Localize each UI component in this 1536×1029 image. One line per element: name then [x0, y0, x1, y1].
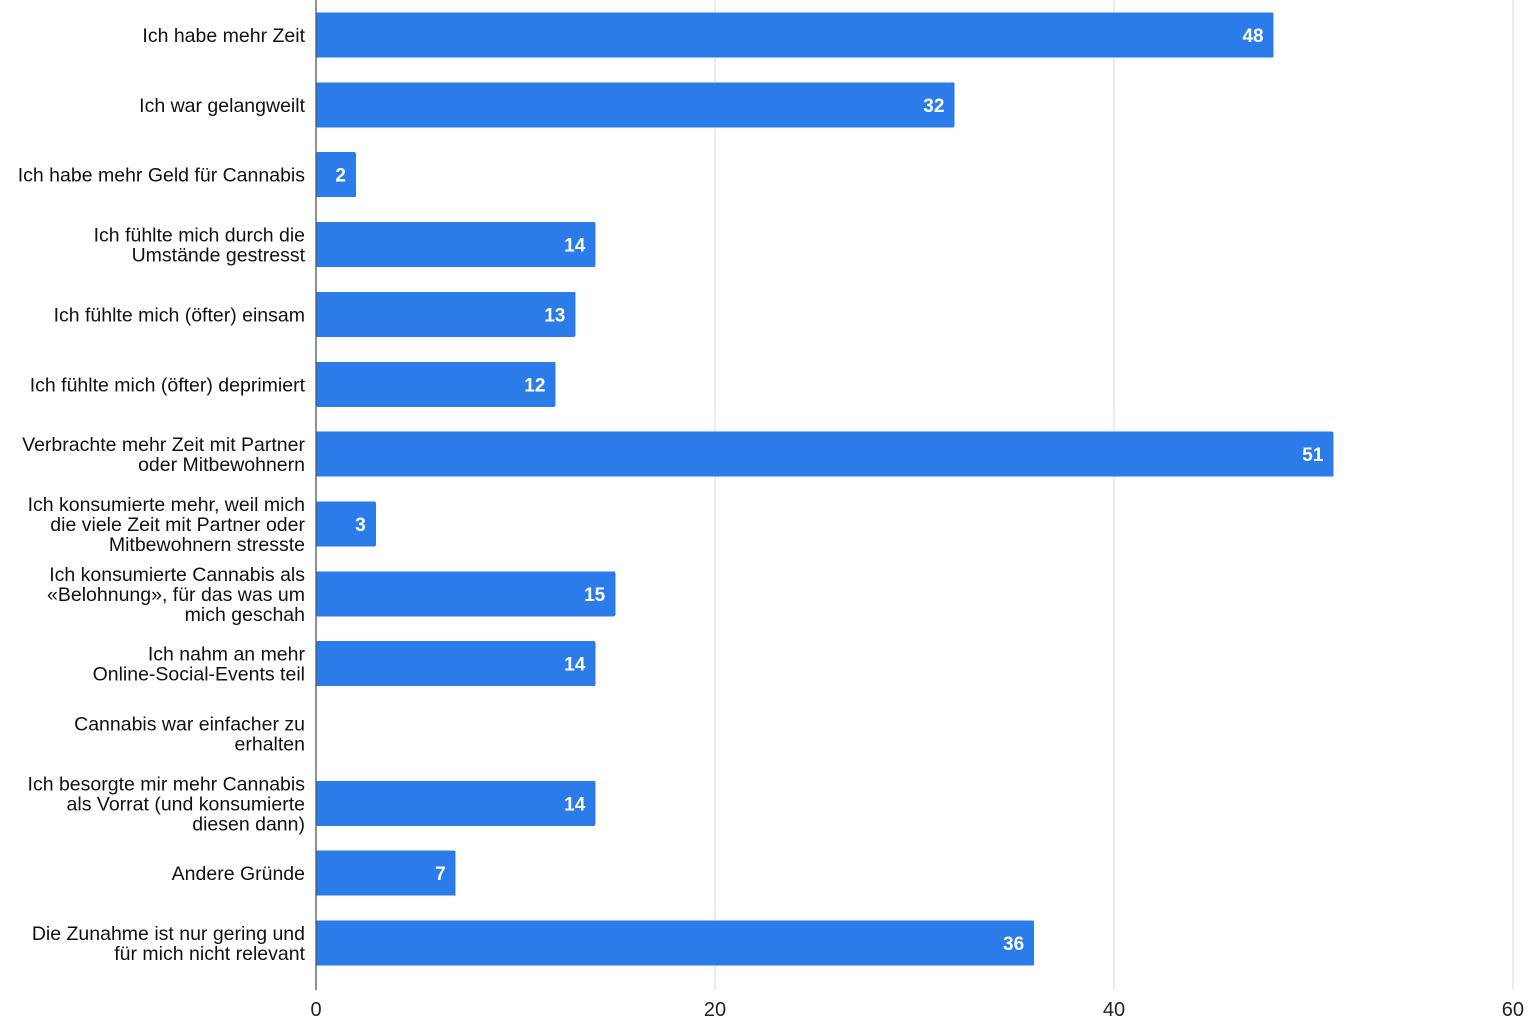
data-label: 15 [584, 585, 606, 606]
data-labels: 48 32 2 14 13 12 51 3 15 14 14 7 36 [335, 26, 1324, 955]
bar [316, 12, 1274, 58]
category-label: Ich nahm an mehr Online-Social-Events tei… [93, 644, 306, 686]
data-label: 36 [1003, 934, 1024, 955]
bar [316, 920, 1035, 966]
category-label: Cannabis war einfacher zu erhalten [74, 714, 305, 756]
category-label: Ich fühlte mich durch die Umstände gestre… [94, 225, 306, 267]
category-label: Ich besorgte mir mehr Cannabis als Vorrat… [28, 773, 306, 835]
bar [316, 780, 596, 826]
data-label: 12 [524, 375, 545, 396]
bar [316, 222, 596, 268]
bar [316, 850, 456, 896]
data-label: 32 [923, 96, 944, 117]
data-label: 14 [564, 236, 586, 257]
category-label: Ich habe mehr Zeit [142, 25, 305, 47]
category-label: Ich konsumierte mehr, weil mich die viele… [28, 494, 306, 556]
x-tick-label: 20 [704, 999, 726, 1021]
gridlines [714, 0, 1514, 990]
bar [316, 641, 596, 687]
bar [316, 82, 955, 128]
category-label: Verbrachte mehr Zeit mit Partner oder Mit… [22, 434, 305, 476]
category-label: Ich fühlte mich (öfter) einsam [54, 304, 305, 326]
bar [316, 501, 376, 547]
data-label: 48 [1242, 26, 1263, 47]
data-label: 14 [564, 655, 586, 676]
data-label: 51 [1302, 445, 1324, 466]
x-tick-label: 0 [310, 999, 321, 1021]
x-tick-label: 60 [1502, 999, 1524, 1021]
category-label: Ich habe mehr Geld für Cannabis [18, 165, 305, 187]
data-label: 7 [435, 864, 446, 885]
bar [316, 291, 576, 337]
data-label: 13 [544, 305, 565, 326]
category-label: Andere Gründe [172, 863, 305, 885]
category-label: Die Zunahme ist nur gering und für mich n… [32, 923, 306, 965]
bar [316, 361, 556, 407]
category-labels: Ich habe mehr Zeit Ich war gelangweilt Ich… [18, 25, 306, 965]
x-tick-label: 40 [1103, 999, 1125, 1021]
category-label: Ich konsumierte Cannabis als «Belohnung»,… [47, 564, 305, 626]
data-label: 2 [335, 166, 346, 187]
bar [316, 571, 616, 617]
bars [316, 12, 1334, 966]
bar [316, 431, 1334, 477]
category-label: Ich fühlte mich (öfter) deprimiert [30, 374, 306, 396]
data-label: 14 [564, 794, 586, 815]
x-tick-labels: 0 20 40 60 [310, 999, 1524, 1021]
data-label: 3 [355, 515, 366, 536]
bar [316, 152, 356, 198]
category-label: Ich war gelangweilt [139, 95, 305, 117]
